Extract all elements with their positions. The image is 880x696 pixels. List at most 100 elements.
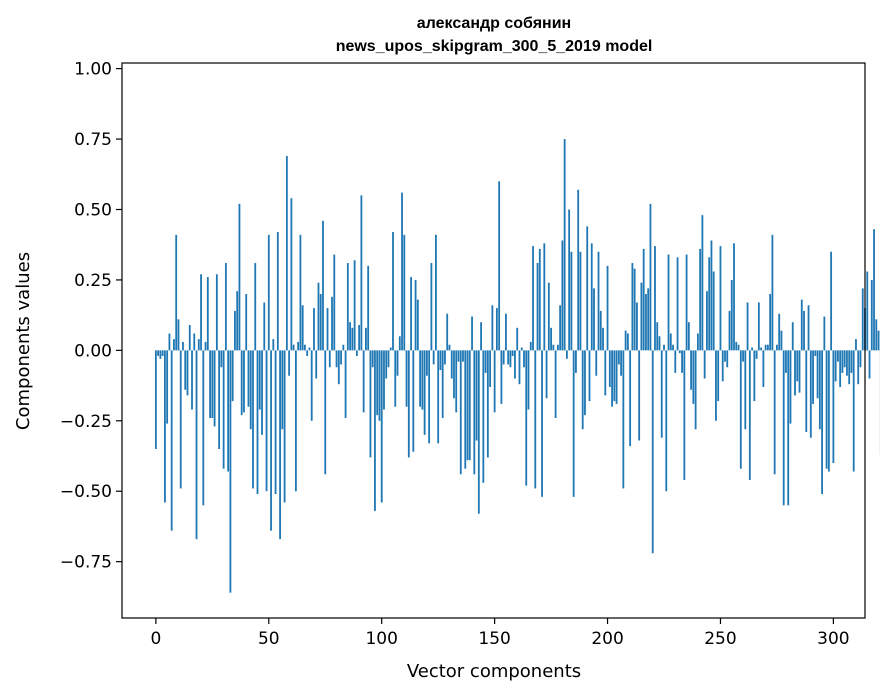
y-axis-label: Components values — [13, 252, 34, 430]
bar — [525, 350, 528, 486]
bar — [809, 350, 812, 438]
bar — [681, 350, 683, 373]
bar — [346, 263, 349, 351]
bar — [584, 350, 586, 416]
bar — [222, 350, 225, 469]
bar — [816, 350, 819, 399]
bar — [414, 279, 417, 351]
bar — [439, 350, 442, 371]
bar — [787, 350, 790, 506]
bar — [351, 327, 354, 351]
bar — [378, 350, 381, 421]
bar — [283, 350, 286, 503]
bar — [292, 344, 295, 351]
bar — [556, 344, 559, 351]
bar — [527, 350, 530, 410]
bar — [846, 350, 848, 376]
bar — [505, 313, 507, 351]
bar — [491, 305, 494, 351]
bar — [161, 350, 164, 356]
bar — [430, 263, 433, 351]
bar — [617, 350, 620, 365]
bar — [473, 350, 476, 475]
bar — [642, 248, 645, 351]
bar — [857, 350, 860, 385]
bar — [502, 350, 505, 365]
bar — [509, 350, 512, 368]
bar — [308, 347, 311, 351]
bar — [477, 350, 480, 514]
bar — [715, 350, 717, 421]
bar — [177, 319, 180, 351]
bar — [780, 330, 783, 351]
y-tick-label: 0.00 — [74, 341, 112, 361]
bar — [543, 243, 546, 351]
bar — [719, 246, 722, 351]
bar — [371, 350, 374, 368]
bar — [803, 310, 805, 351]
bar — [423, 350, 426, 435]
bar — [421, 350, 424, 410]
bar — [290, 198, 293, 351]
bar — [590, 243, 593, 351]
bar — [186, 350, 189, 396]
bar — [294, 350, 297, 492]
bar — [480, 322, 482, 351]
bar — [568, 209, 571, 351]
bar — [760, 347, 763, 351]
bar — [322, 220, 324, 351]
bar — [441, 350, 444, 418]
bar — [848, 350, 851, 385]
bar — [376, 350, 379, 416]
bar — [249, 350, 252, 430]
bar — [200, 274, 202, 351]
bar — [712, 271, 715, 351]
bar — [687, 322, 690, 351]
bar — [669, 333, 672, 351]
bar — [374, 350, 376, 511]
bar — [247, 350, 250, 407]
bar — [629, 350, 632, 447]
bar — [841, 350, 844, 373]
bar — [459, 350, 462, 475]
bar — [821, 350, 823, 495]
bar — [493, 350, 496, 413]
bar — [541, 350, 543, 497]
bar — [563, 139, 566, 351]
y-tick-label: 1.00 — [74, 60, 112, 80]
bar — [737, 344, 740, 351]
bar — [676, 257, 679, 351]
bar — [227, 350, 230, 472]
bar — [306, 350, 309, 356]
bar — [191, 350, 193, 410]
y-tick-label: 0.50 — [74, 200, 112, 220]
bar — [342, 344, 345, 351]
bar — [778, 313, 781, 351]
bar — [254, 263, 257, 351]
bar — [263, 302, 266, 351]
bar — [281, 350, 284, 430]
bar — [757, 302, 760, 351]
bar — [654, 246, 656, 351]
bar — [405, 350, 408, 407]
bar — [245, 294, 248, 351]
bars-group — [154, 139, 880, 593]
x-tick-label: 50 — [258, 629, 280, 649]
bar — [317, 282, 320, 351]
bar — [349, 322, 351, 351]
bar — [486, 350, 489, 458]
bar — [164, 350, 166, 503]
bar — [455, 350, 458, 413]
bar — [234, 310, 236, 351]
bar — [168, 333, 171, 351]
bar — [428, 350, 431, 444]
bar — [651, 350, 654, 554]
bar — [394, 350, 397, 407]
bar — [383, 350, 385, 410]
bar — [344, 350, 347, 418]
bar — [606, 265, 609, 351]
bar — [789, 350, 792, 424]
bar — [468, 350, 471, 461]
bar — [407, 350, 410, 458]
bar — [794, 350, 796, 396]
